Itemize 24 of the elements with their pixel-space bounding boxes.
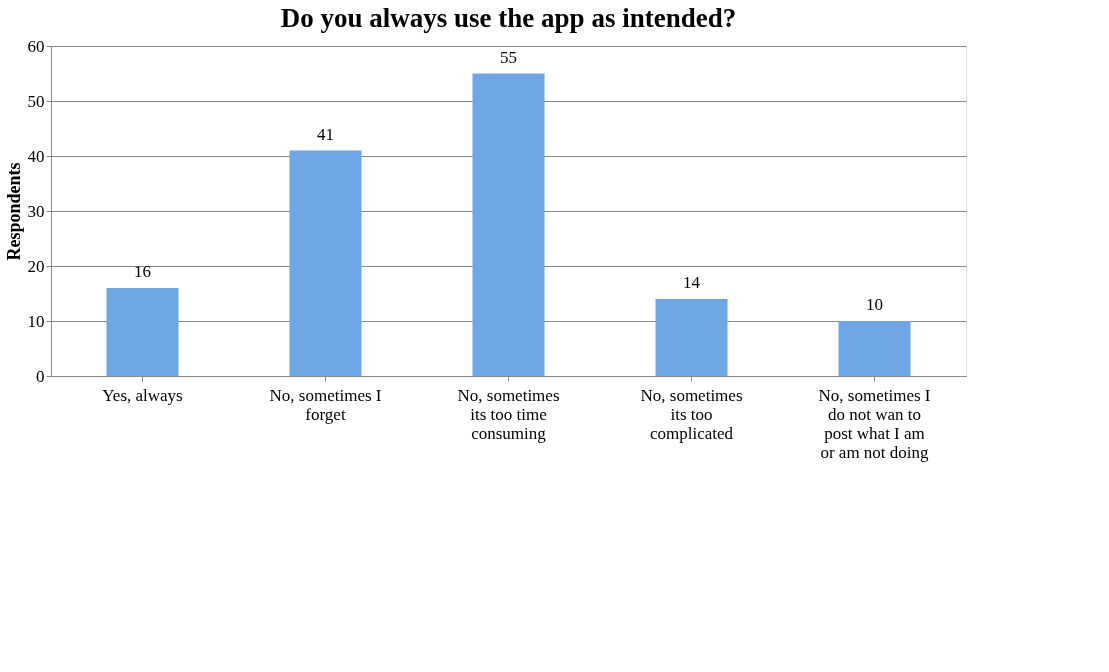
data-label: 16 <box>134 262 151 281</box>
data-label: 55 <box>500 47 517 67</box>
y-tick-label: 20 <box>27 256 45 276</box>
bar <box>838 321 911 376</box>
y-tick-label: 0 <box>36 366 45 386</box>
x-tick-label: No, sometimes its too complicated <box>640 385 743 443</box>
bar <box>655 299 728 376</box>
y-tick-label: 30 <box>27 201 45 221</box>
x-tick-label: No, sometimes I do not wan to post what I am or am not doing <box>818 385 931 462</box>
data-label: 14 <box>683 273 701 292</box>
x-tick-label: No, sometimes its too time consuming <box>457 385 560 443</box>
bar <box>289 150 362 376</box>
chart-title: Do you always use the app as intended? <box>280 3 737 33</box>
y-tick-label: 40 <box>27 146 45 166</box>
data-label: 41 <box>317 124 334 144</box>
data-label: 10 <box>866 295 883 314</box>
y-tick-label: 10 <box>27 311 45 331</box>
x-tick-label: Yes, always <box>102 385 183 405</box>
x-tick-label: No, sometimes I forget <box>269 385 382 424</box>
y-tick-label: 60 <box>27 36 45 56</box>
bar <box>472 73 545 376</box>
bar <box>106 288 179 376</box>
y-axis-title: Respondents <box>3 162 24 261</box>
y-tick-label: 50 <box>27 91 45 111</box>
